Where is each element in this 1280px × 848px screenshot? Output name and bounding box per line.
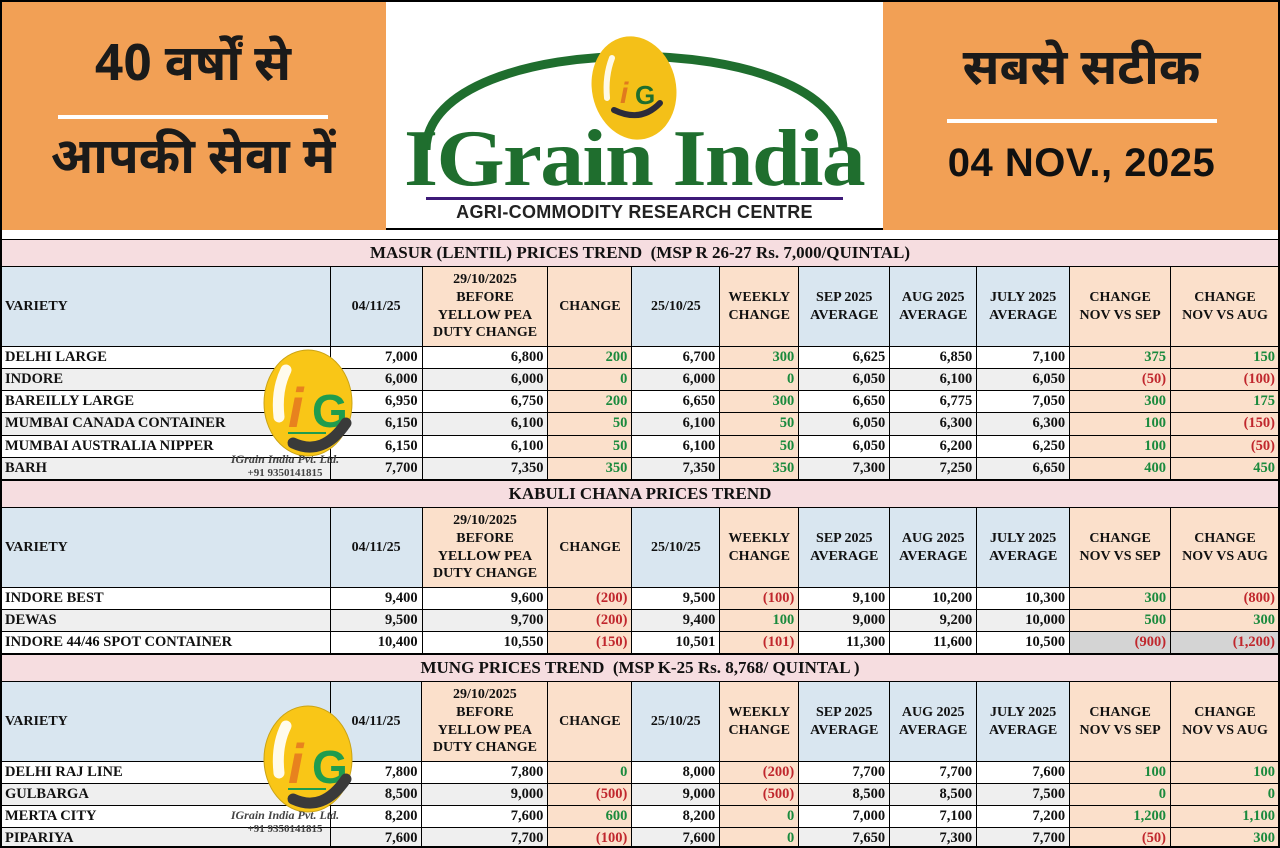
svg-text:i: i [620,77,629,110]
svg-text:IGrain India: IGrain India [404,115,865,203]
svg-text:G: G [635,80,655,110]
